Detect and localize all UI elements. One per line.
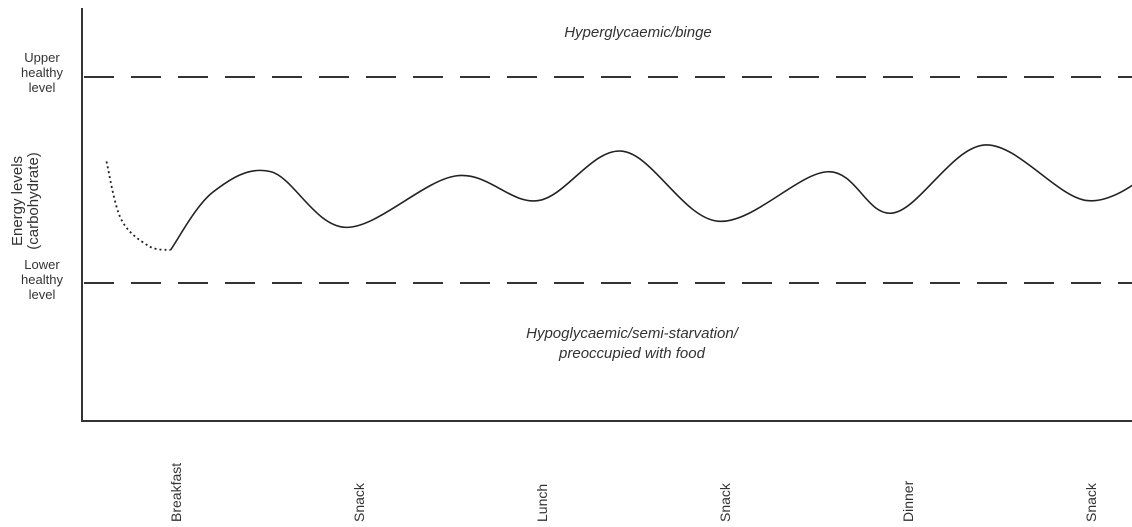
- x-tick-label-dinner: Dinner: [900, 480, 916, 522]
- y-axis-title: Energy levels(carbohydrate): [9, 152, 42, 250]
- x-tick-label-snack: Snack: [351, 482, 367, 522]
- energy-curve-solid-segment: [169, 144, 1132, 251]
- hyperglycaemic-zone-label: Hyperglycaemic/binge: [564, 24, 712, 41]
- hypoglycaemic-zone-label: Hypoglycaemic/semi-starvation/preoccupie…: [526, 325, 740, 362]
- upper-healthy-level-label: Upper healthy level: [21, 50, 63, 95]
- energy-curve-dotted-segment: [105, 161, 171, 251]
- x-tick-label-snack: Snack: [1083, 482, 1099, 522]
- lower-healthy-level-label: Lower healthy level: [21, 257, 63, 302]
- x-tick-label-snack: Snack: [717, 482, 733, 522]
- x-tick-label-lunch: Lunch: [534, 484, 550, 522]
- x-tick-label-breakfast: Breakfast: [168, 463, 184, 522]
- x-axis-tick-labels: Breakfast Snack Lunch Snack Dinner Snack: [168, 463, 1099, 522]
